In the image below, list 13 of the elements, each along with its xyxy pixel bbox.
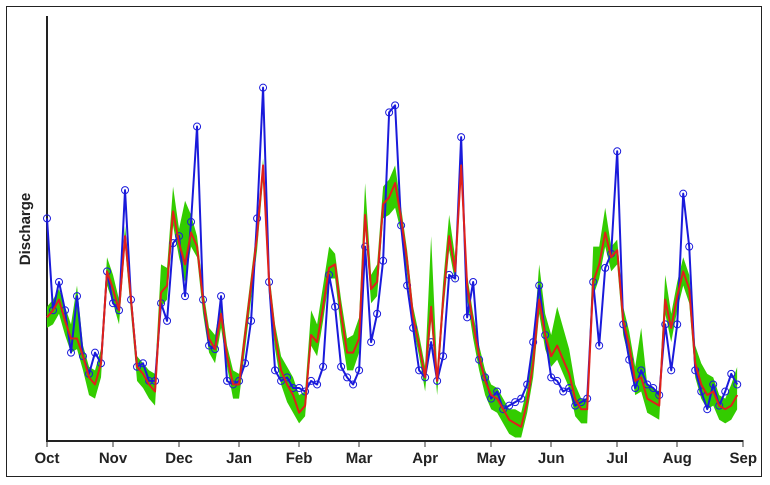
x-tick-label: Mar	[346, 450, 373, 468]
x-tick-label: Oct	[34, 450, 60, 468]
x-tick-label: Sep	[729, 450, 758, 468]
x-tick-label: Feb	[286, 450, 312, 468]
x-tick-label: Apr	[412, 450, 438, 468]
x-tick-label: Jan	[226, 450, 252, 468]
x-tick-label: Aug	[662, 450, 692, 468]
x-tick-label: Jun	[538, 450, 565, 468]
x-tick-label: Nov	[98, 450, 128, 468]
x-tick-label: May	[476, 450, 506, 468]
x-tick-label: Dec	[165, 450, 193, 468]
y-axis-title: Discharge	[17, 192, 34, 266]
x-tick-label: Jul	[606, 450, 628, 468]
